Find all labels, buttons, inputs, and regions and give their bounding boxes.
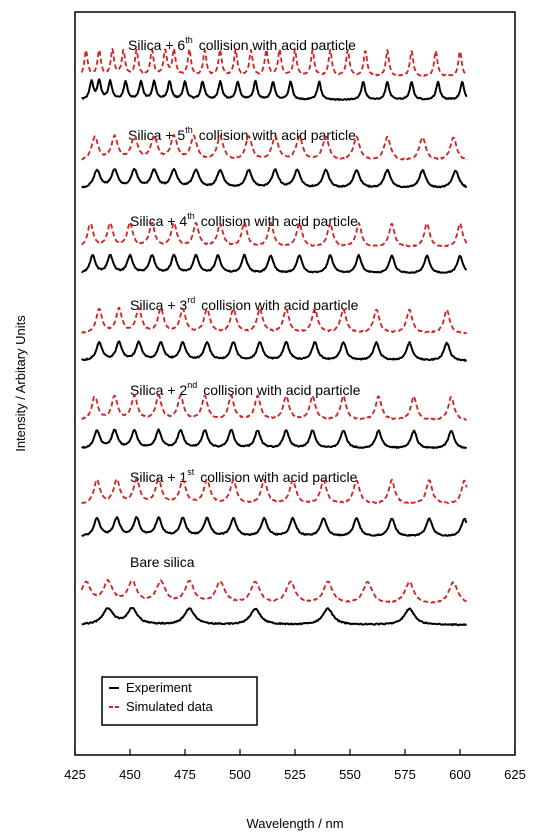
experiment-series-line: [81, 428, 468, 450]
experiment-series-line: [80, 340, 468, 362]
panel-label: Silica + 4th collision with acid particle: [130, 211, 358, 229]
panel-7: Bare silica: [80, 554, 467, 627]
panel-label-main: Silica + 3: [130, 297, 187, 313]
panel-label: Bare silica: [130, 554, 195, 570]
experiment-series-line: [81, 606, 467, 627]
x-tick-label: 425: [64, 767, 86, 782]
panel-label-main: Silica + 6: [128, 37, 185, 53]
panel-3: Silica + 4th collision with acid particle: [81, 211, 468, 274]
x-tick-label: 450: [119, 767, 141, 782]
experiment-series-line: [81, 78, 468, 102]
x-tick-label: 550: [339, 767, 361, 782]
x-tick-label: 600: [449, 767, 471, 782]
panel-label-sup: th: [187, 211, 195, 221]
panel-label-main: Silica + 5: [128, 127, 185, 143]
x-tick-label: 525: [284, 767, 306, 782]
legend-entry-label: Simulated data: [126, 699, 213, 714]
x-tick-label: 475: [174, 767, 196, 782]
legend: Experiment Simulated data: [101, 676, 258, 726]
x-tick-label: 500: [229, 767, 251, 782]
experiment-series-line: [81, 253, 468, 274]
legend-entry-label: Experiment: [126, 680, 192, 695]
simulated-series-line: [81, 133, 468, 161]
panel-label-rest: collision with acid particle: [199, 37, 356, 53]
axes: 425 450 475 500 525 550 575 600 625 Wavelength / …: [13, 11, 526, 831]
panel-label: Silica + 3rd collision with acid particle: [130, 295, 359, 313]
panel-2: Silica + 5th collision with acid particle: [81, 125, 468, 189]
simulated-series-line: [81, 394, 467, 421]
panel-label-sup: st: [187, 467, 195, 477]
spectra-panels: Silica + 6th collision with acid particle…: [80, 35, 468, 627]
simulated-series-line: [80, 578, 467, 604]
panel-6: Silica + 1st collision with acid particle: [81, 467, 468, 537]
panel-label-main: Bare silica: [130, 554, 195, 570]
simulated-series-line: [81, 478, 468, 505]
simulated-series-line: [81, 221, 468, 248]
experiment-series-line: [81, 516, 468, 537]
x-tick-label: 575: [394, 767, 416, 782]
x-tick-label: 625: [504, 767, 526, 782]
panel-1: Silica + 6th collision with acid particle: [80, 35, 468, 102]
panel-label-sup: th: [185, 125, 193, 135]
panel-label: Silica + 2nd collision with acid particle: [130, 380, 361, 398]
legend-box: [101, 676, 258, 726]
panel-5: Silica + 2nd collision with acid particle: [81, 380, 468, 450]
panel-label-rest: collision with acid particle: [200, 469, 357, 485]
y-axis-label: Intensity / Arbitary Units: [13, 315, 28, 452]
panel-label-rest: collision with acid particle: [203, 382, 360, 398]
x-axis-label: Wavelength / nm: [246, 816, 343, 831]
panel-label: Silica + 6th collision with acid particle: [128, 35, 356, 53]
panel-label-main: Silica + 2: [130, 382, 187, 398]
panel-label-main: Silica + 1: [130, 469, 187, 485]
panel-label-sup: th: [185, 35, 193, 45]
panel-label-main: Silica + 4: [130, 213, 187, 229]
panel-label-sup: nd: [187, 380, 197, 390]
panel-label-rest: collision with acid particle: [199, 127, 356, 143]
panel-4: Silica + 3rd collision with acid particle: [80, 295, 468, 362]
panel-label-sup: rd: [187, 295, 195, 305]
panel-label: Silica + 1st collision with acid particle: [130, 467, 358, 485]
panel-label-rest: collision with acid particle: [201, 213, 358, 229]
experiment-series-line: [81, 167, 468, 189]
panel-label-rest: collision with acid particle: [201, 297, 358, 313]
simulated-series-line: [80, 47, 468, 77]
panel-label: Silica + 5th collision with acid particle: [128, 125, 356, 143]
